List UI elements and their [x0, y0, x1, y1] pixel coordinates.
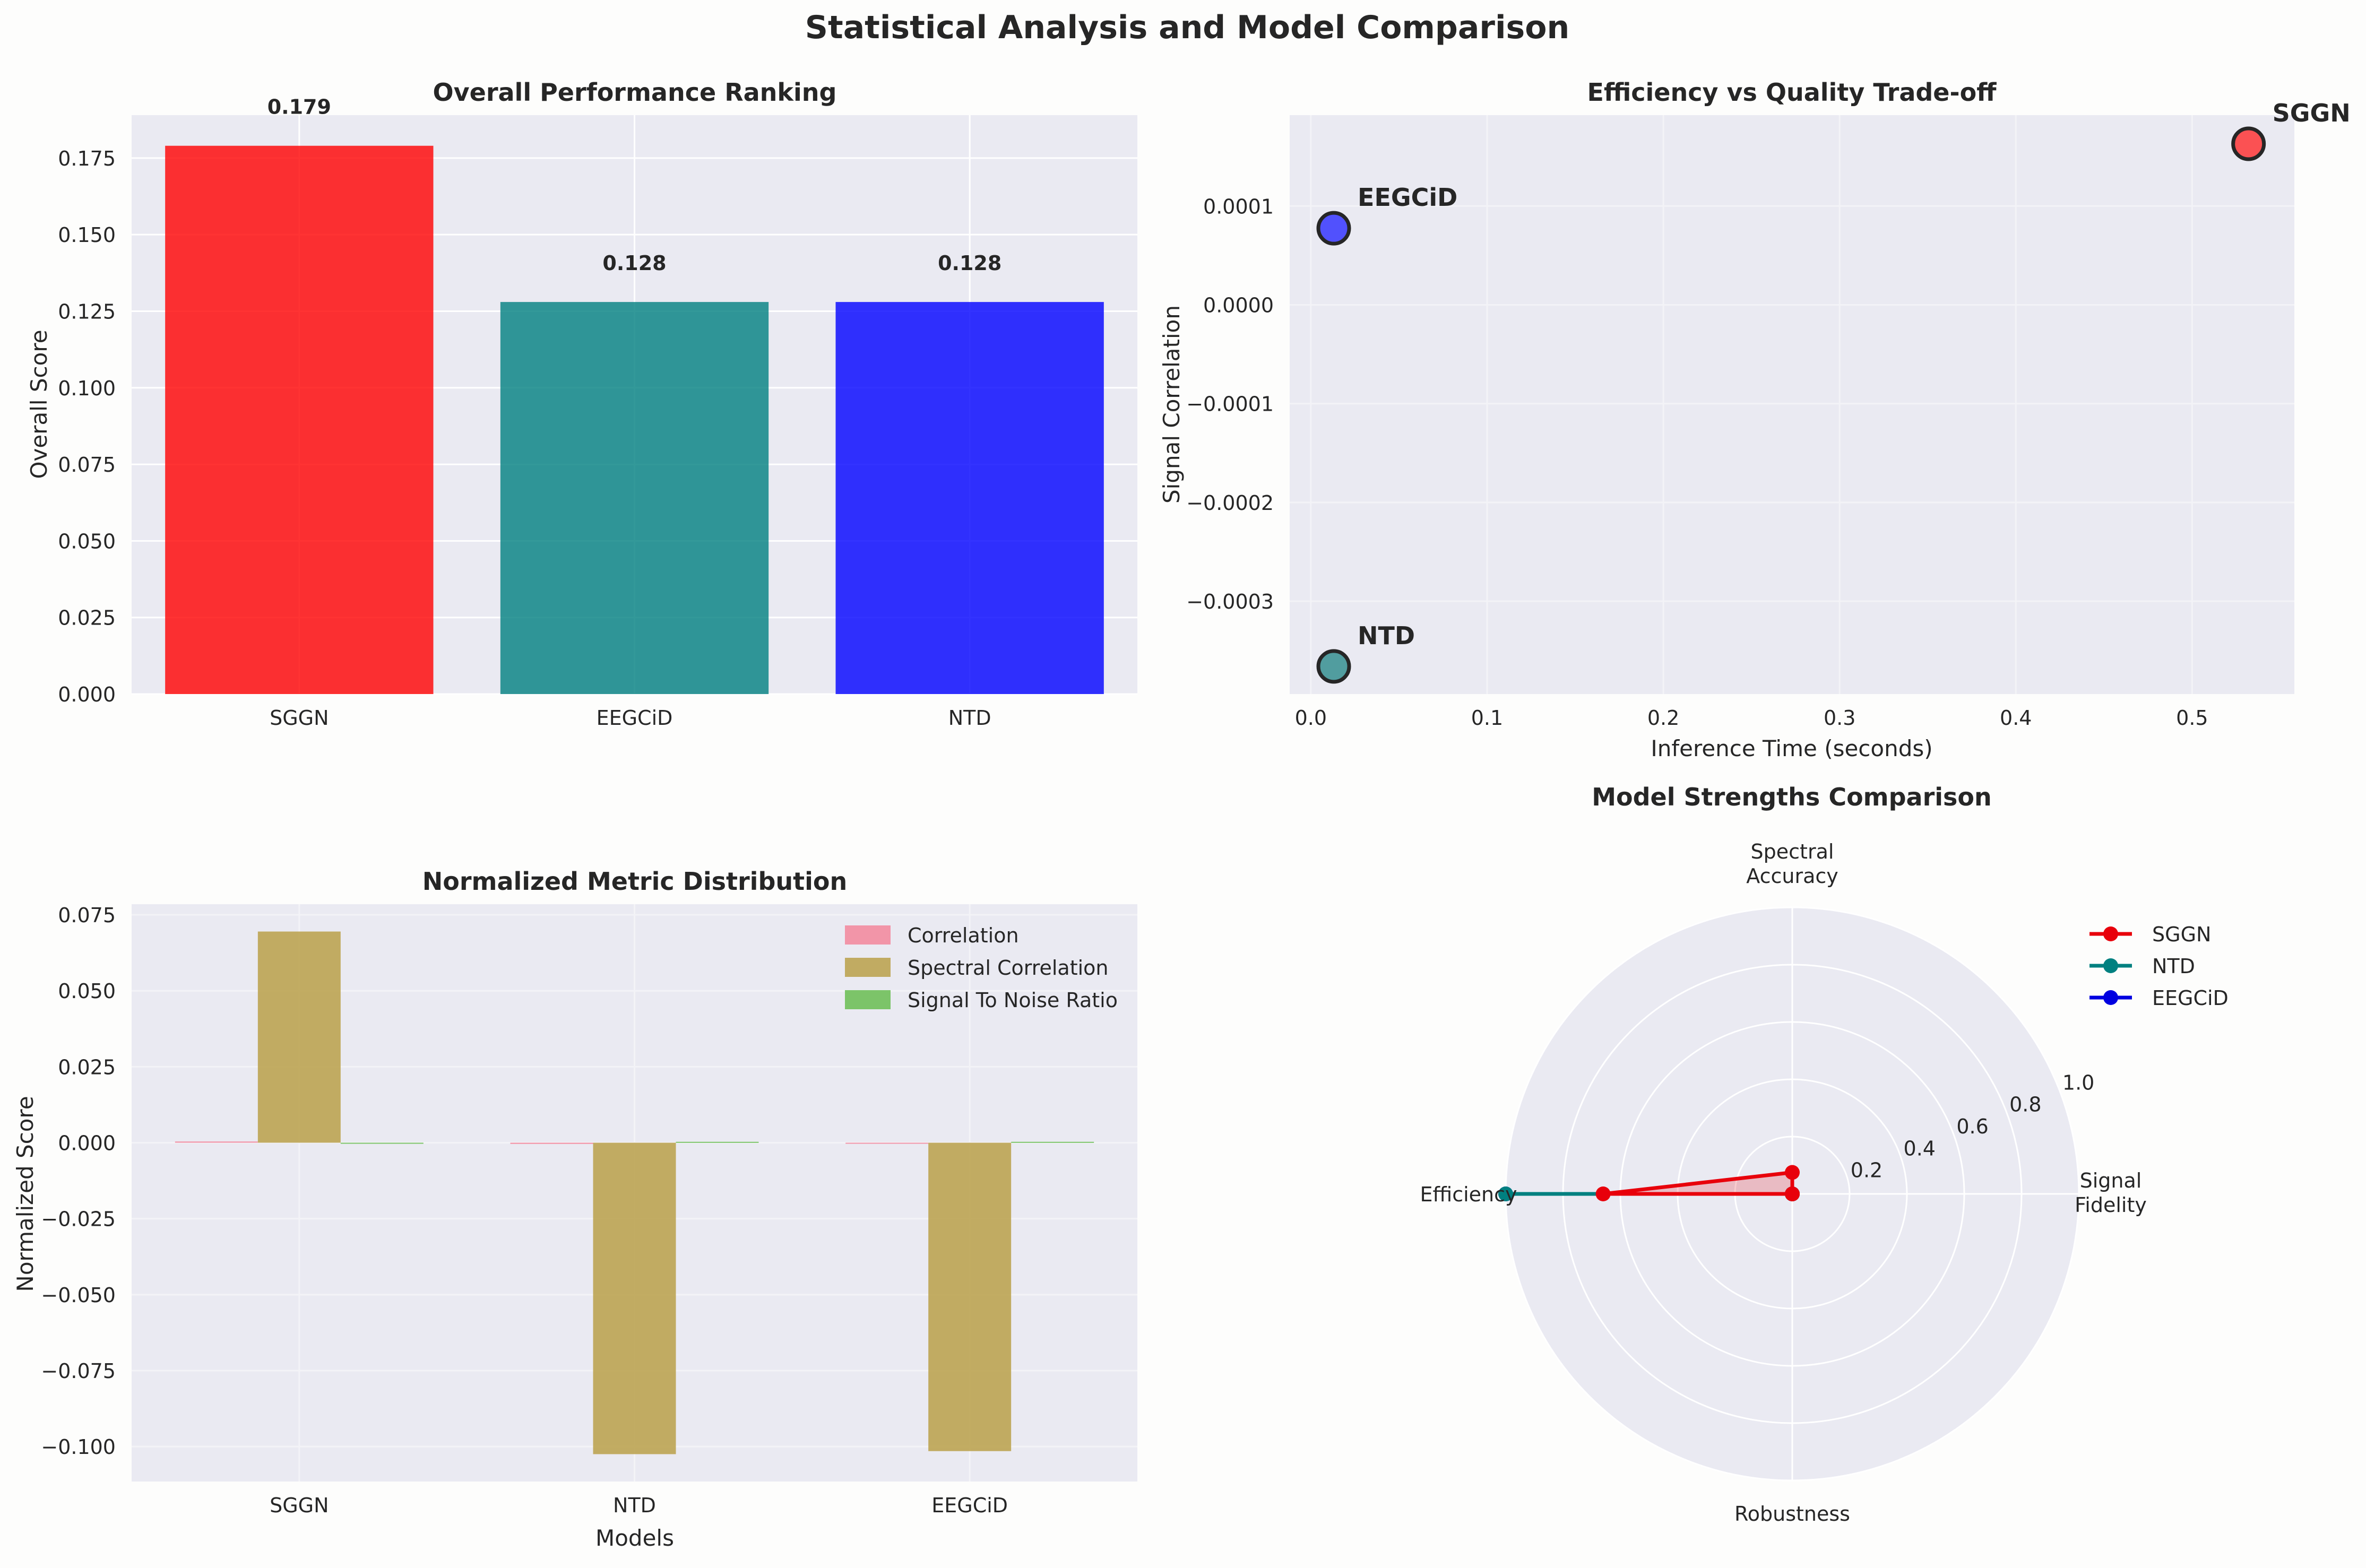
y-tick-label: −0.0003: [1186, 590, 1274, 613]
bar-eegcid-1: [928, 1143, 1011, 1451]
axis-label: Efficiency: [1420, 1183, 1517, 1206]
efficiency-quality-scatter: SGGN EEGCiD NTD 0.0 0.1 0.2 0.3 0.4 0.5 0.0001 0.…: [1159, 78, 2351, 761]
y-tick-label: −0.025: [41, 1208, 116, 1231]
y-tick-label: −0.0002: [1186, 491, 1274, 515]
y-tick-label: 0.000: [58, 683, 116, 706]
y-tick-label: −0.075: [41, 1359, 116, 1383]
bar-value-label: 0.179: [267, 96, 331, 119]
x-tick-label: 0.4: [2000, 706, 2032, 730]
legend-label: Signal To Noise Ratio: [908, 989, 1118, 1012]
y-tick-label: 0.0000: [1203, 293, 1274, 317]
legend-label: Correlation: [908, 924, 1019, 947]
x-axis-label: Models: [595, 1525, 674, 1551]
overall-performance-chart: 0.179 0.128 0.128 0.000 0.025 0.050 0.075 0.10…: [26, 78, 1137, 730]
r-tick-label: 0.2: [1851, 1159, 1883, 1182]
bar-sggn: [165, 146, 433, 694]
y-axis-label: Signal Correlation: [1159, 305, 1185, 504]
y-tick-label: 0.100: [58, 377, 116, 400]
r-tick-label: 0.6: [1956, 1115, 1988, 1138]
r-tick-label: 0.4: [1904, 1137, 1936, 1160]
x-tick-label: 0.3: [1824, 706, 1855, 730]
legend-swatch: [845, 958, 891, 977]
legend-label: NTD: [2152, 955, 2195, 978]
point-label: EEGCiD: [1358, 183, 1457, 212]
bar-sggn-0: [175, 1141, 258, 1142]
x-tick-label: EEGCiD: [931, 1494, 1008, 1517]
y-tick-label: 0.150: [58, 223, 116, 247]
bar-ntd-0: [511, 1143, 593, 1144]
x-axis-label: Inference Time (seconds): [1651, 735, 1932, 761]
r-tick-label: 1.0: [2062, 1071, 2094, 1094]
x-tick-label: NTD: [613, 1494, 656, 1517]
normalized-metric-chart: 0.075 0.050 0.025 0.000 −0.025 −0.050 −0.075 −0…: [12, 867, 1137, 1551]
legend-marker: [2103, 990, 2118, 1005]
chart-title: Overall Performance Ranking: [433, 78, 837, 107]
y-tick-label: 0.075: [58, 453, 116, 477]
bar-ntd: [836, 302, 1104, 694]
x-tick-label: 0.1: [1471, 706, 1503, 730]
y-axis-label: Normalized Score: [12, 1096, 38, 1292]
x-tick-label: NTD: [948, 706, 991, 730]
y-tick-label: 0.175: [58, 147, 116, 170]
y-tick-label: 0.025: [58, 1055, 116, 1079]
y-tick-label: 0.0001: [1203, 195, 1274, 218]
point-ntd: [1318, 651, 1349, 682]
bar-ntd-2: [676, 1142, 759, 1143]
chart-title: Efficiency vs Quality Trade-off: [1587, 78, 1997, 107]
y-tick-label: 0.025: [58, 607, 116, 630]
x-tick-label: SGGN: [270, 706, 329, 730]
y-tick-label: 0.075: [58, 904, 116, 927]
x-tick-label: 0.0: [1295, 706, 1327, 730]
x-tick-label: EEGCiD: [597, 706, 673, 730]
bar-eegcid: [500, 302, 768, 694]
y-axis-label: Overall Score: [26, 330, 52, 479]
legend-marker: [2103, 958, 2118, 973]
series-marker: [1785, 1186, 1800, 1201]
bar-value-label: 0.128: [938, 252, 1001, 275]
chart-title: Model Strengths Comparison: [1592, 783, 1992, 811]
point-label: NTD: [1358, 621, 1415, 650]
legend-label: Spectral Correlation: [908, 956, 1109, 980]
figure: Statistical Analysis and Model Compariso…: [0, 0, 2366, 1568]
y-tick-label: −0.0001: [1186, 393, 1274, 416]
bar-eegcid-0: [845, 1143, 928, 1144]
bar-sggn-1: [258, 932, 341, 1143]
y-tick-label: −0.100: [41, 1435, 116, 1459]
x-tick-label: SGGN: [270, 1494, 329, 1517]
x-tick-label: 0.5: [2176, 706, 2208, 730]
x-tick-label: 0.2: [1647, 706, 1679, 730]
r-tick-label: 0.8: [2009, 1093, 2041, 1116]
series-marker: [1596, 1186, 1611, 1201]
y-tick-label: 0.125: [58, 300, 116, 323]
legend-swatch: [845, 925, 891, 945]
bar-value-label: 0.128: [602, 252, 666, 275]
y-tick-label: 0.050: [58, 980, 116, 1003]
point-sggn: [2233, 128, 2264, 159]
series-marker: [1785, 1165, 1800, 1180]
point-eegcid: [1318, 213, 1349, 244]
legend-swatch: [845, 990, 891, 1009]
y-tick-label: 0.000: [58, 1132, 116, 1155]
legend-label: SGGN: [2152, 923, 2211, 946]
bar-ntd-1: [593, 1143, 676, 1454]
bar-sggn-2: [341, 1143, 424, 1144]
axis-label: Robustness: [1734, 1502, 1850, 1526]
figure-title: Statistical Analysis and Model Compariso…: [805, 9, 1569, 46]
point-label: SGGN: [2273, 99, 2351, 127]
chart-title: Normalized Metric Distribution: [422, 867, 847, 896]
bar-eegcid-2: [1011, 1142, 1094, 1143]
y-tick-label: 0.050: [58, 530, 116, 553]
legend-marker: [2103, 926, 2118, 941]
legend-label: EEGCiD: [2152, 986, 2229, 1010]
y-tick-label: −0.050: [41, 1284, 116, 1307]
